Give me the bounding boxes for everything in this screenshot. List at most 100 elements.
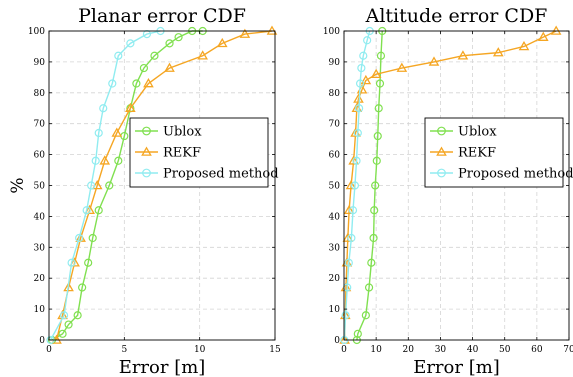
chart-1-y-tick-label: 80 [34, 89, 46, 99]
chart-2-series-rekf-point [345, 179, 357, 190]
chart-2: 0 10 20 30 40 50 60 70 0 10 20 30 40 50 60 70 80 90 100 Alt… [323, 5, 573, 377]
chart-1-x-axis-label: Error [m] [119, 357, 206, 377]
chart-2-series-ublox-point [353, 329, 362, 338]
chart-1-series-proposed-method-point [99, 104, 108, 113]
chart-1-series-proposed-method-point [94, 128, 103, 138]
chart-2-series-ublox-point [371, 181, 380, 190]
chart-2-series-ublox-point [374, 104, 383, 113]
chart-2-y-tick-label: 0 [334, 336, 340, 346]
chart-2-series-proposed-method-point [347, 233, 356, 243]
chart-1-y-axis-label: % [8, 177, 28, 193]
chart-2-series-ublox-point [370, 206, 379, 215]
chart-1-series-rekf-point [143, 78, 154, 88]
chart-1-series-ublox-point [73, 311, 82, 320]
chart-1-series-rekf-point [99, 155, 111, 165]
chart-2-x-tick-label: 60 [531, 345, 543, 355]
chart-1-series-ublox-point [64, 320, 73, 329]
chart-1-series-rekf-point [125, 102, 136, 113]
chart-1-series-ublox-point [88, 233, 97, 243]
chart-2-series-rekf-point [396, 62, 408, 72]
chart-2-y-tick-label: 100 [323, 27, 340, 37]
chart-2-series-ublox-point [376, 51, 386, 60]
chart-1-series-rekf-line [55, 30, 273, 341]
chart-2-series-proposed-method-point [359, 51, 368, 60]
chart-2-series-proposed-method-point [355, 79, 365, 88]
chart-1-x-tick-label: 5 [121, 345, 127, 355]
chart-1-series-ublox-point [150, 51, 159, 60]
chart-1-legend-rekf-marker [141, 146, 152, 156]
chart-2-series-ublox-point [369, 233, 378, 243]
chart-2-y-tick-label: 70 [329, 120, 341, 130]
chart-1-y-tick-label: 50 [34, 182, 46, 192]
chart-2-legend-ublox-label: Ublox [458, 125, 497, 140]
chart-1-legend-ublox-label: Ublox [163, 125, 202, 140]
chart-2-series-rekf-point [518, 40, 530, 51]
chart-1-y-tick-label: 10 [34, 305, 46, 315]
chart-2-series-ublox-point [373, 131, 382, 141]
chart-2-series-rekf-point [492, 47, 504, 57]
chart-2-y-tick-label: 50 [329, 182, 341, 192]
chart-1-series-proposed-method-point [87, 181, 96, 190]
chart-1-series-rekf-point [164, 62, 175, 72]
chart-1-series-ublox-point [78, 283, 87, 292]
chart-2-series-proposed-method-point [350, 181, 360, 190]
chart-2-series-ublox-line [356, 30, 383, 341]
chart-1-series-ublox-point [165, 39, 174, 48]
chart-2-y-tick-label: 80 [329, 89, 341, 99]
chart-2-series-ublox-point [361, 311, 370, 320]
chart-2-x-axis-label: Error [m] [413, 357, 500, 377]
chart-2-x-tick-label: 10 [370, 345, 382, 355]
chart-2-legend: Ublox REKF Proposed method [424, 117, 573, 188]
chart-1: 0 5 10 15 0 10 20 30 40 50 60 70 80 90 100 Planar error… [8, 5, 281, 377]
chart-2-series-proposed-method-point [341, 311, 350, 320]
chart-1-series-proposed-method-point [82, 206, 91, 215]
chart-1-series-rekf-point [84, 204, 96, 215]
chart-2-series-proposed-method-point [348, 206, 358, 215]
chart-2-y-tick-label: 10 [329, 305, 341, 315]
chart-2-y-tick-label: 20 [329, 274, 341, 284]
chart-1-series-ublox-point [84, 258, 93, 267]
chart-2-y-tick-label: 40 [329, 212, 341, 222]
chart-2-series-rekf-point [550, 25, 562, 35]
chart-2-x-tick-label: 70 [563, 345, 573, 355]
chart-1-series-ublox-point [105, 181, 114, 190]
chart-2-series-rekf-point [342, 232, 354, 242]
chart-1-legend-proposed-method-label: Proposed method [163, 167, 279, 182]
chart-1-series-rekf-point [111, 127, 123, 137]
chart-1-series-ublox-point [139, 63, 149, 73]
chart-2-series-rekf-point [343, 204, 355, 215]
chart-1-y-tick-label: 20 [34, 274, 46, 284]
chart-2-series-proposed-method-point [353, 128, 362, 138]
chart-2-y-tick-label: 90 [329, 58, 341, 68]
chart-1-series-ublox-point [174, 33, 183, 42]
chart-1-series-ublox-point [58, 329, 67, 338]
chart-2-series-proposed-method-point [355, 104, 364, 113]
chart-1-series-proposed-method-point [108, 79, 117, 88]
chart-2-series-rekf-point [348, 155, 359, 165]
chart-2-series-rekf-point [428, 56, 440, 66]
chart-1-series-rekf-point [69, 257, 80, 267]
chart-1-series-proposed-method-point [126, 39, 135, 48]
chart-1-series-rekf-point [63, 281, 74, 292]
chart-1-title: Planar error CDF [78, 5, 246, 27]
chart-2-series-ublox-point [364, 283, 374, 292]
chart-2-y-tick-label: 30 [329, 243, 341, 253]
chart-1-series-rekf-point [239, 28, 251, 38]
chart-2-series-rekf-line [343, 30, 557, 341]
chart-1-series-proposed-method-point [75, 233, 84, 243]
chart-1-y-tick-label: 0 [39, 336, 45, 346]
chart-1-series-proposed-method-point [59, 311, 69, 320]
chart-2-series-rekf-point [457, 50, 469, 60]
chart-1-legend-ublox-marker [142, 126, 151, 136]
chart-1-series-ublox-point [94, 206, 103, 215]
chart-2-legend-rekf-marker [436, 146, 447, 156]
chart-1-series-proposed-method-point [91, 156, 100, 165]
chart-2-x-tick-label: 20 [403, 345, 415, 355]
chart-2-y-tick-label: 60 [329, 151, 341, 161]
chart-2-legend-proposed-method-label: Proposed method [458, 167, 573, 182]
chart-1-y-tick-label: 100 [28, 27, 45, 37]
chart-2-series-rekf-point [353, 93, 364, 103]
chart-2-x-tick-label: 40 [467, 345, 479, 355]
chart-1-series-proposed-method-point [67, 258, 76, 267]
